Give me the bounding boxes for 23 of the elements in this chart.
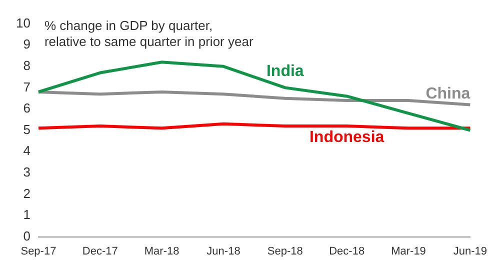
x-tick-label: Dec-18 bbox=[329, 245, 365, 258]
series-label: China bbox=[426, 85, 470, 102]
y-tick-label: 8 bbox=[23, 58, 30, 73]
x-tick-label: Mar-18 bbox=[144, 245, 180, 258]
y-tick-label: 3 bbox=[23, 164, 30, 180]
x-tick-label: Mar-19 bbox=[391, 245, 426, 258]
x-tick-label: Sep-18 bbox=[267, 245, 303, 258]
x-tick-label: Jun-19 bbox=[453, 245, 488, 258]
y-tick-label: 10 bbox=[16, 15, 30, 30]
chart-title: % change in GDP by quarter, relative to same quarter in prior year bbox=[44, 18, 254, 49]
y-tick-label: 7 bbox=[23, 79, 30, 94]
x-tick-label: Jun-18 bbox=[206, 245, 240, 258]
y-tick-label: 4 bbox=[23, 143, 30, 158]
y-tick-label: 9 bbox=[23, 36, 30, 52]
x-tick-label: Dec-17 bbox=[82, 245, 118, 258]
y-tick-label: 0 bbox=[23, 228, 30, 244]
x-tick-label: Sep-17 bbox=[20, 245, 56, 258]
y-tick-label: 2 bbox=[23, 186, 30, 201]
series-label: Indonesia bbox=[309, 129, 384, 146]
y-tick-label: 6 bbox=[23, 100, 30, 116]
series-label: India bbox=[266, 63, 304, 80]
y-tick-label: 1 bbox=[23, 207, 30, 222]
y-tick-label: 5 bbox=[23, 122, 30, 137]
